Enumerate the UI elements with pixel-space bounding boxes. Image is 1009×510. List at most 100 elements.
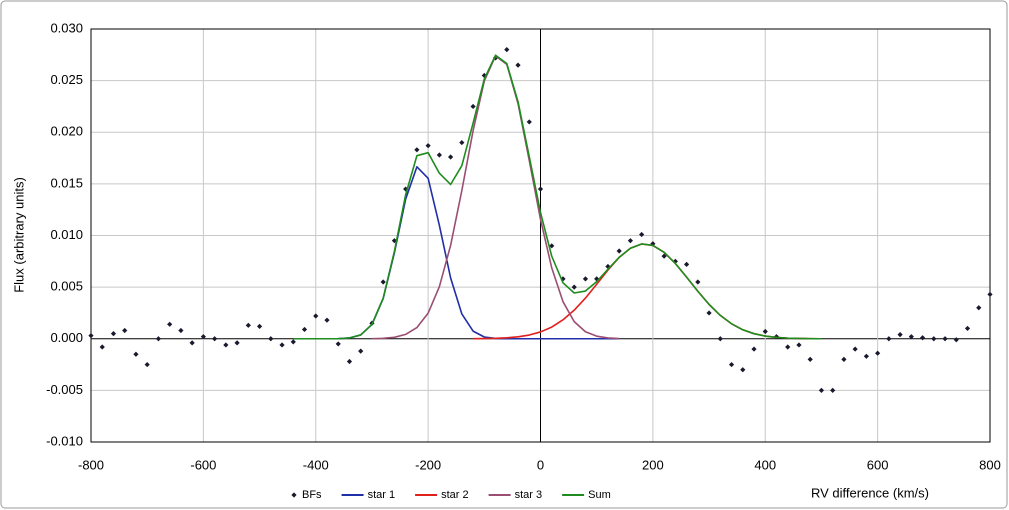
bf-point [223, 342, 229, 348]
x-tick-label: 800 [979, 457, 1001, 472]
y-tick-label: -0.005 [46, 382, 83, 397]
bf-point [122, 327, 128, 334]
bf-point [841, 356, 847, 362]
y-tick-label: 0.005 [50, 279, 83, 294]
bf-point [459, 139, 465, 146]
y-axis-label: Flux (arbitrary units) [11, 177, 26, 293]
y-tick-label: 0.030 [50, 20, 83, 35]
legend: BFs star 1 star 2 star 3 Sum [291, 489, 611, 501]
bf-point [706, 310, 712, 316]
y-tick-label: 0.000 [50, 330, 83, 345]
bf-point [436, 152, 442, 158]
grid: -0.010 -0.005 0.000 0.005 0.010 0.015 0.020 0.0… [46, 20, 1001, 472]
bf-point [897, 332, 903, 338]
marks [88, 47, 993, 393]
bf-point [212, 336, 218, 342]
legend-marker [291, 492, 297, 498]
x-tick-label: 0 [537, 457, 544, 472]
y-tick-label: 0.015 [50, 175, 83, 190]
bf-point [178, 327, 184, 334]
bf-point [740, 367, 746, 373]
bf-point [695, 279, 701, 285]
bf-point [88, 333, 94, 339]
bf-point [256, 323, 263, 329]
bf-point [931, 336, 937, 342]
x-tick-label: 400 [754, 457, 776, 472]
bf-point [582, 276, 589, 282]
bf-point [110, 330, 117, 337]
bf-point [661, 253, 667, 259]
y-tick-label: -0.010 [46, 433, 83, 448]
y-tick-label: 0.020 [50, 124, 83, 139]
bf-point [526, 119, 532, 125]
bf-point [504, 47, 510, 53]
legend-label: star 3 [515, 489, 543, 501]
legend-label: BFs [302, 489, 322, 501]
bf-point [942, 336, 948, 342]
bf-point [189, 340, 195, 346]
x-axis-label: RV difference (km/s) [811, 485, 929, 500]
bf-point [683, 261, 690, 268]
bf-point [537, 186, 544, 192]
plot-border [90, 28, 991, 443]
bf-point [99, 344, 105, 350]
bf-point [313, 313, 319, 319]
legend-label: Sum [588, 489, 611, 501]
series-line [293, 54, 822, 340]
bf-point [549, 243, 555, 249]
bf-point [908, 334, 914, 340]
x-tick-label: 600 [867, 457, 889, 472]
bf-point [268, 336, 274, 342]
bf-point [448, 154, 454, 160]
bf-point [279, 342, 285, 348]
x-tick-label: -800 [78, 457, 104, 472]
bf-point [391, 238, 398, 244]
bf-point [346, 358, 353, 365]
bf-point [886, 336, 892, 342]
bf-point [785, 344, 791, 350]
legend-label: star 1 [368, 489, 396, 501]
bf-point [976, 305, 982, 311]
bf-point [863, 353, 869, 359]
bf-point [571, 284, 577, 290]
y-tick-label: 0.010 [50, 227, 83, 242]
bf-point [200, 334, 206, 340]
bf-point [380, 279, 386, 285]
bf-point [807, 356, 813, 362]
bf-point [796, 342, 802, 348]
bf-point [639, 231, 645, 238]
bf-point [751, 346, 757, 352]
bf-point [234, 340, 240, 346]
bf-point [919, 335, 926, 341]
bf-point [470, 103, 476, 110]
bf-point [560, 276, 566, 282]
bf-point [324, 317, 330, 323]
bf-point [616, 248, 622, 254]
bf-point [155, 336, 162, 342]
bf-point [762, 328, 768, 335]
bf-point [605, 263, 611, 270]
bf-point [133, 351, 139, 357]
bf-point [964, 325, 971, 332]
bf-point [830, 387, 836, 393]
bf-point [818, 387, 825, 393]
bf-point [144, 361, 150, 368]
bf-point [245, 322, 251, 328]
bf-point [717, 336, 723, 342]
bf-point [627, 238, 633, 244]
x-tick-label: -600 [190, 457, 216, 472]
bf-point [594, 276, 600, 282]
bf-point [953, 337, 959, 343]
bf-point [358, 348, 364, 354]
bf-point [414, 147, 420, 153]
x-tick-label: -400 [303, 457, 329, 472]
y-tick-label: 0.025 [50, 72, 83, 87]
bf-point [987, 291, 993, 297]
bf-point [167, 321, 173, 327]
bf-point [425, 143, 431, 149]
legend-label: star 2 [441, 489, 469, 501]
bf-point [728, 361, 735, 368]
bf-point [403, 186, 409, 192]
